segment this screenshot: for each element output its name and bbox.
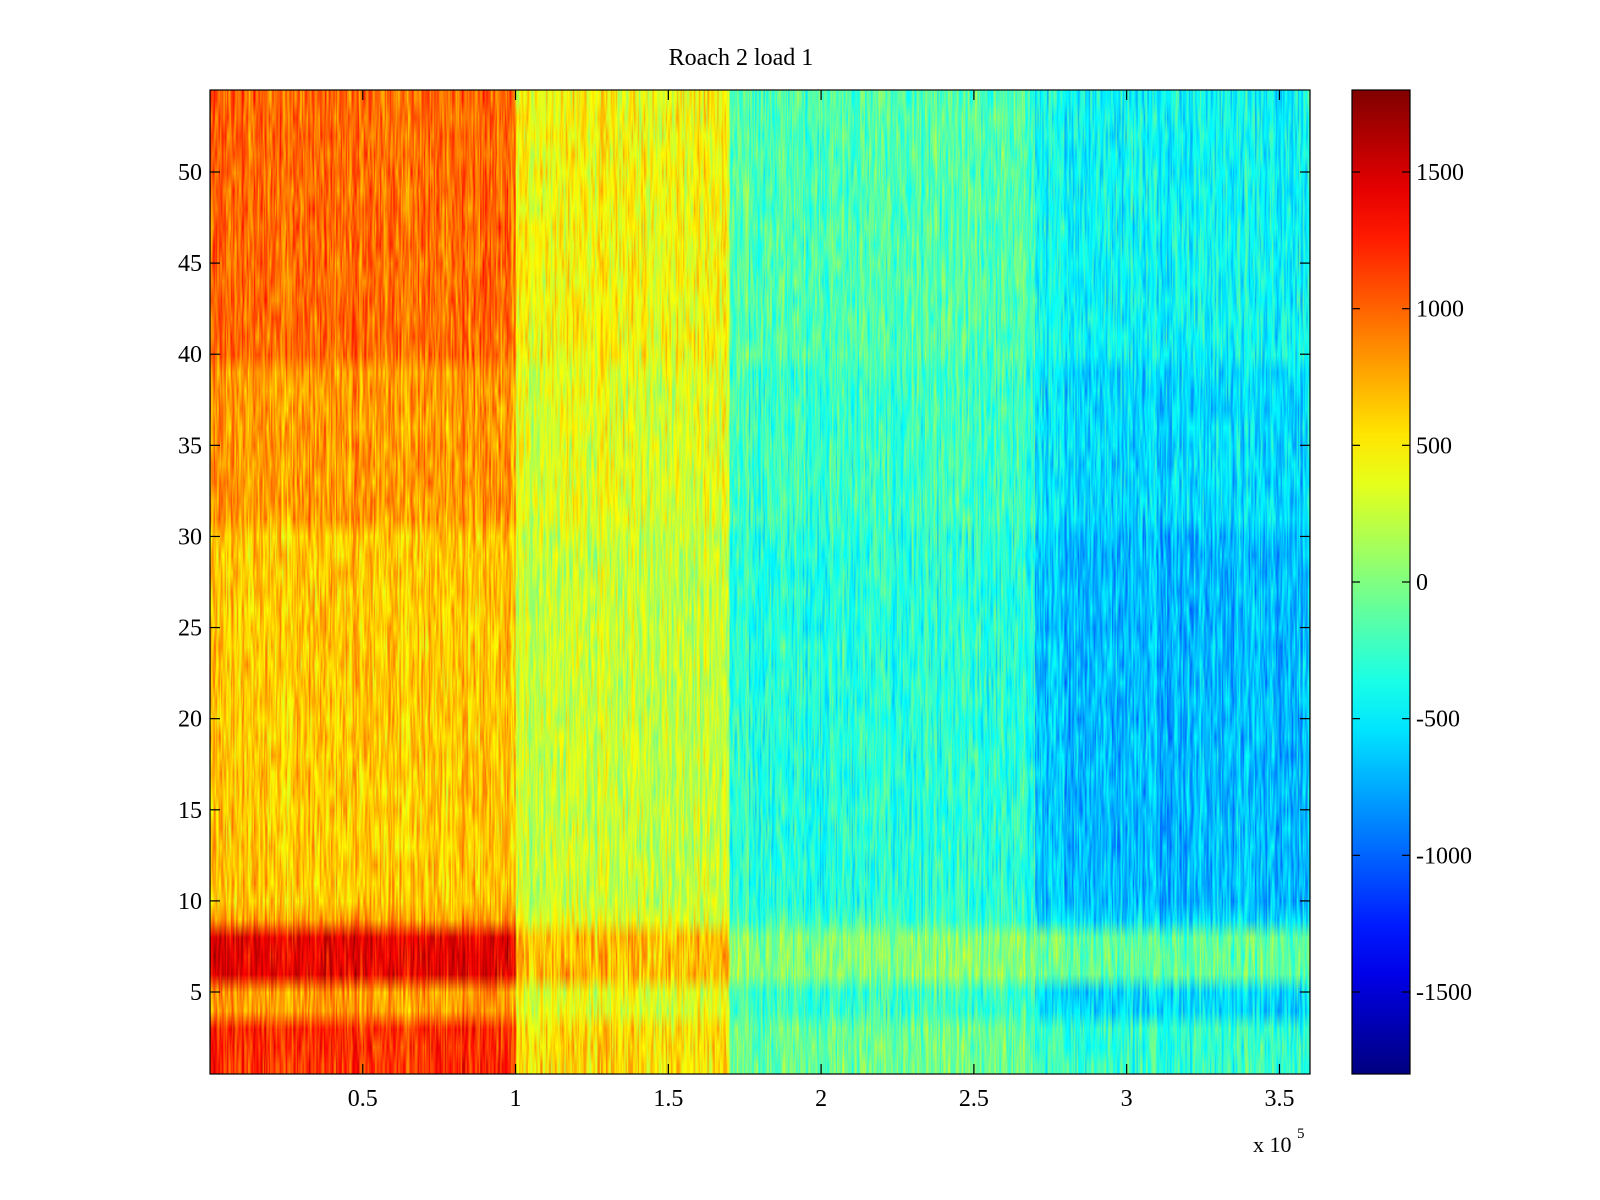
y-tick-label: 45 xyxy=(178,251,202,277)
x-tick-label: 1 xyxy=(510,1086,522,1112)
x-tick-label: 2.5 xyxy=(959,1086,989,1112)
x-tick-label: 2 xyxy=(815,1086,827,1112)
y-tick-label: 5 xyxy=(190,980,202,1006)
y-tick-label: 15 xyxy=(178,798,202,824)
x-tick-label: 3.5 xyxy=(1264,1086,1294,1112)
x-axis: 0.5 1 1.5 2 2.5 3 3.5 xyxy=(348,90,1294,1112)
colorbar-tick-label: -1000 xyxy=(1416,843,1472,869)
colorbar-tick-label: 1500 xyxy=(1416,160,1464,186)
x-tick-label: 0.5 xyxy=(348,1086,378,1112)
colorbar-tick-label: 500 xyxy=(1416,433,1452,459)
y-axis: 5 10 15 20 25 30 35 40 45 50 xyxy=(178,160,1310,1006)
plot-frame xyxy=(209,89,1311,1075)
colorbar-tick-label: -1500 xyxy=(1416,980,1472,1006)
heatmap-image xyxy=(210,90,1310,1074)
y-tick-label: 20 xyxy=(178,707,202,733)
colorbar-tick-label: 1000 xyxy=(1416,297,1464,323)
colorbar-gradient xyxy=(1352,90,1410,1074)
x-tick-label: 1.5 xyxy=(653,1086,683,1112)
y-tick-label: 50 xyxy=(178,160,202,186)
colorbar-ticks: -1500 -1000 -500 0 500 1000 1500 xyxy=(1352,160,1472,1006)
x-tick-label: 3 xyxy=(1121,1086,1133,1112)
y-tick-label: 10 xyxy=(178,889,202,915)
x-multiplier-exponent: 5 xyxy=(1297,1126,1305,1142)
x-multiplier-label: x 10 xyxy=(1253,1132,1292,1157)
x-axis-multiplier: x 10 5 xyxy=(1253,1126,1305,1157)
colorbar-tick-label: 0 xyxy=(1416,570,1428,596)
y-tick-label: 30 xyxy=(178,524,202,550)
heatmap-plot-area xyxy=(209,89,1311,1075)
colorbar: -1500 -1000 -500 0 500 1000 1500 xyxy=(1351,89,1472,1075)
y-tick-label: 25 xyxy=(178,616,202,642)
y-tick-label: 35 xyxy=(178,433,202,459)
chart-title: Roach 2 load 1 xyxy=(669,45,814,71)
y-tick-label: 40 xyxy=(178,342,202,368)
colorbar-tick-label: -500 xyxy=(1416,707,1460,733)
